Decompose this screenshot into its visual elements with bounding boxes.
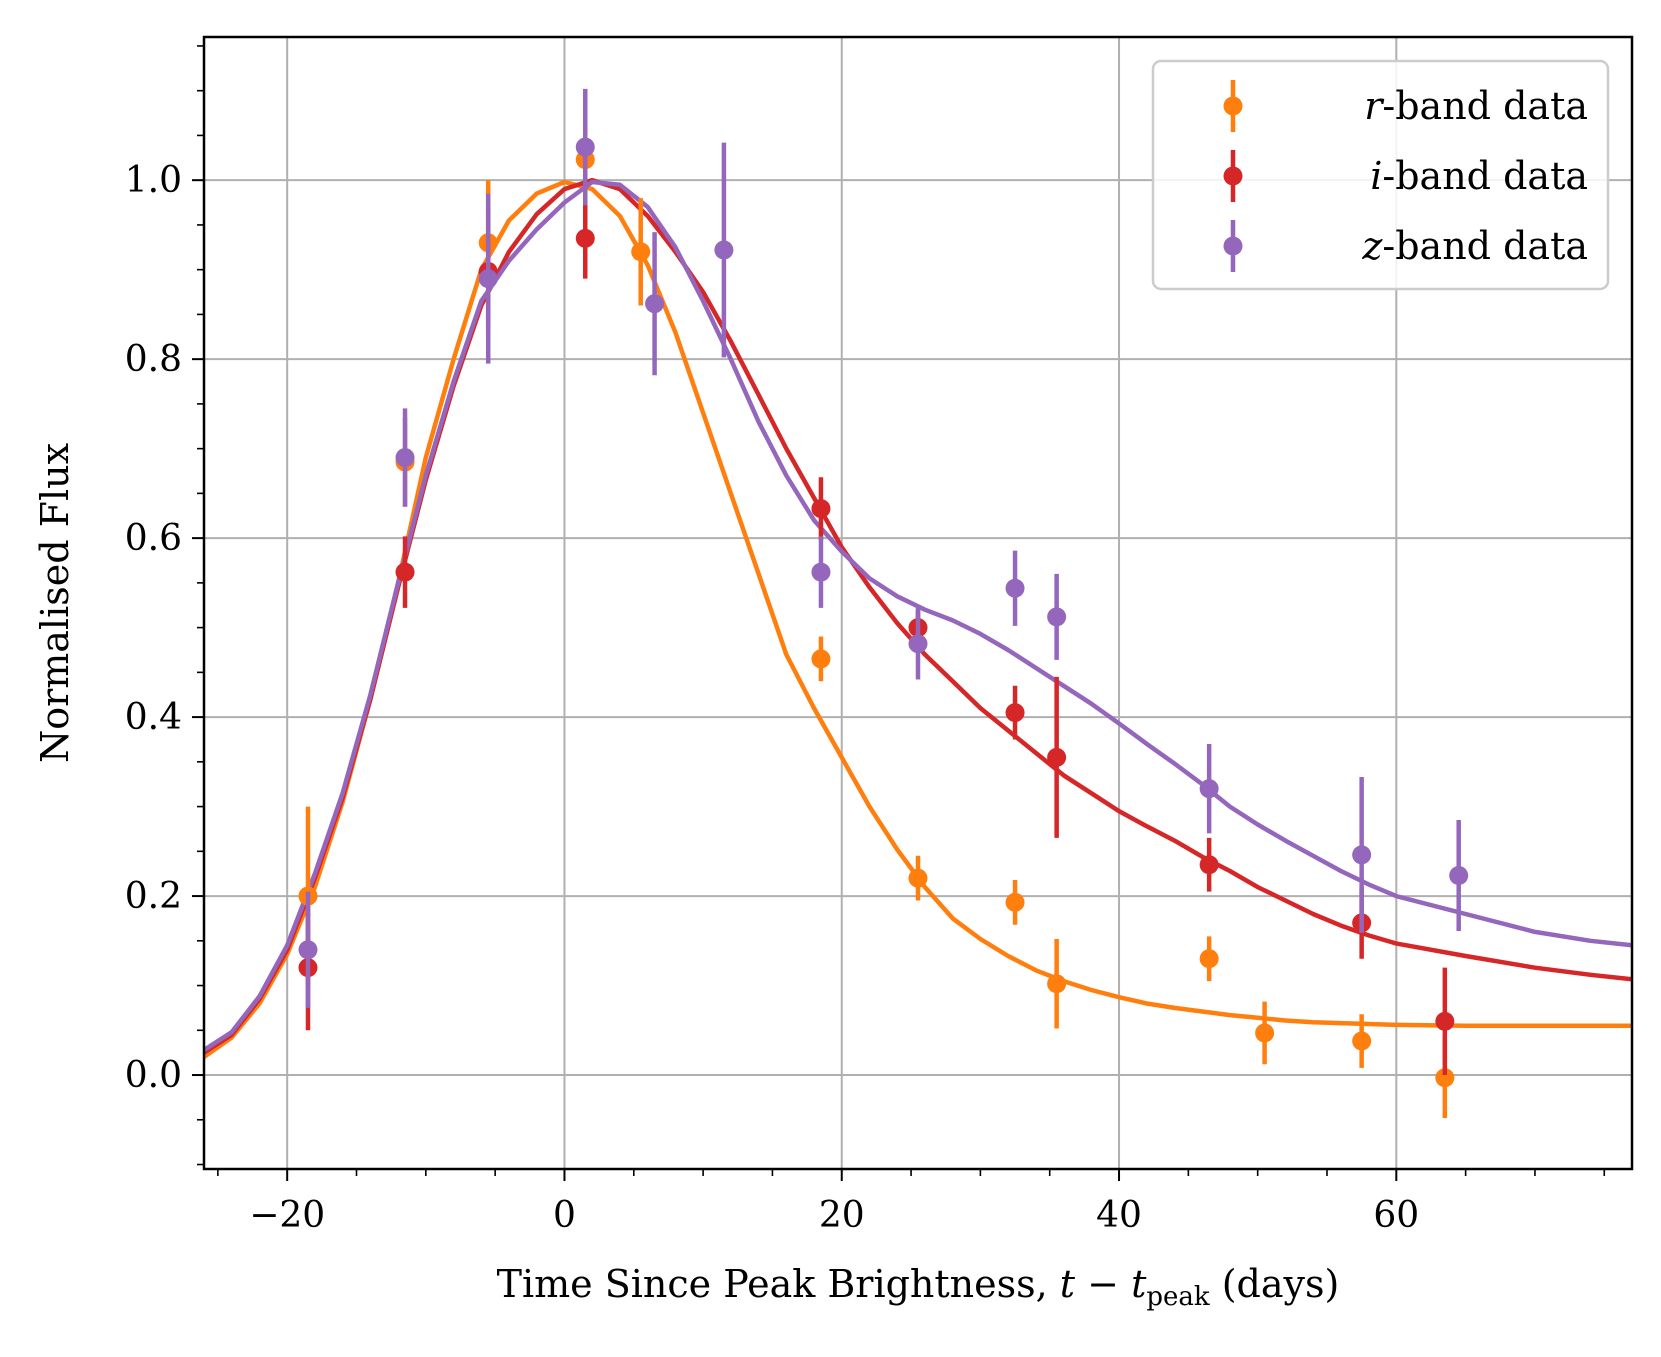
- i-band-point-10: [1435, 1011, 1455, 1031]
- i-band-point-3: [575, 228, 595, 248]
- z-band-point-1: [395, 448, 415, 468]
- z-band-point-3: [575, 137, 595, 157]
- r-band-point-12: [1435, 1068, 1455, 1088]
- i-band-point-8: [1199, 855, 1219, 875]
- legend-r-marker: [1223, 96, 1243, 116]
- r-band-point-8: [1047, 974, 1067, 994]
- plot-frame: [202, 35, 1634, 1171]
- legend-i-label-italic: i: [1370, 154, 1382, 198]
- z-band-point-10: [1199, 779, 1219, 799]
- x-axis-label-prefix: Time Since Peak Brightness,: [497, 1262, 1060, 1306]
- y-tick-label-0: 0.0: [125, 1055, 182, 1096]
- r-band-point-11: [1352, 1031, 1372, 1051]
- z-band-point-8: [1005, 578, 1025, 598]
- y-tick-label-3: 0.6: [125, 518, 182, 559]
- legend-z-label: z-band data: [1361, 224, 1588, 268]
- x-tick-label-4: 60: [1373, 1195, 1419, 1236]
- z-band-point-11: [1352, 845, 1372, 865]
- r-band-point-10: [1255, 1023, 1275, 1043]
- r-band-series: [204, 179, 1632, 1059]
- i-band-point-4: [811, 499, 831, 519]
- legend-z-label-rest: -band data: [1382, 224, 1588, 268]
- legend-r-label-italic: r: [1364, 84, 1385, 128]
- y-tick-label-1: 0.2: [125, 876, 182, 917]
- z-band-point-12: [1449, 865, 1469, 885]
- z-band-points: [298, 88, 1469, 1008]
- y-axis-label: Normalised Flux: [33, 443, 77, 763]
- i-band-point-7: [1047, 747, 1067, 767]
- x-tick-label-2: 20: [819, 1195, 865, 1236]
- legend-i-label: i-band data: [1370, 154, 1588, 198]
- x-tick-label-3: 40: [1096, 1195, 1142, 1236]
- r-band-point-6: [908, 868, 928, 888]
- r-band-point-9: [1199, 949, 1219, 969]
- r-band-point-7: [1005, 892, 1025, 912]
- legend-z-marker: [1223, 236, 1243, 256]
- legend-i-label-rest: -band data: [1382, 154, 1588, 198]
- i-band-point-6: [1005, 703, 1025, 723]
- x-axis-label: Time Since Peak Brightness, t − tpeak (d…: [497, 1262, 1340, 1312]
- x-axis-label-sub: peak: [1146, 1282, 1210, 1312]
- z-band-model-line: [204, 179, 1632, 1052]
- legend-i-marker: [1223, 166, 1243, 186]
- z-band-point-5: [714, 240, 734, 260]
- x-axis-label-suffix: (days): [1210, 1262, 1340, 1306]
- series-layer: [204, 88, 1632, 1118]
- z-band-point-4: [645, 294, 665, 314]
- x-axis-label-minus: −: [1075, 1262, 1131, 1306]
- x-axis-label-var2: t: [1131, 1262, 1147, 1306]
- r-band-point-5: [811, 649, 831, 669]
- x-axis-label-var: t: [1060, 1262, 1076, 1306]
- legend-box: [1151, 59, 1610, 291]
- z-band-series: [204, 179, 1632, 1052]
- z-band-point-9: [1047, 607, 1067, 627]
- r-band-model-line: [204, 179, 1632, 1059]
- z-band-point-0: [298, 940, 318, 960]
- x-tick-label-0: −20: [249, 1195, 325, 1236]
- z-band-point-7: [908, 634, 928, 654]
- axis-ticks: −20 0 20 40 60 0.0 0.2 0.4 0.6 0.8 1.0: [125, 45, 1606, 1236]
- z-band-point-6: [811, 562, 831, 582]
- legend-r-label-rest: -band data: [1382, 84, 1588, 128]
- y-tick-label-4: 0.8: [125, 339, 182, 380]
- y-tick-label-2: 0.4: [125, 697, 182, 738]
- legend-r-label: r-band data: [1364, 84, 1588, 128]
- r-band-point-4: [631, 242, 651, 262]
- x-tick-label-1: 0: [553, 1195, 576, 1236]
- legend-z-label-italic: z: [1361, 224, 1383, 268]
- z-band-point-2: [478, 269, 498, 289]
- i-band-point-1: [395, 562, 415, 582]
- y-tick-label-5: 1.0: [125, 160, 182, 201]
